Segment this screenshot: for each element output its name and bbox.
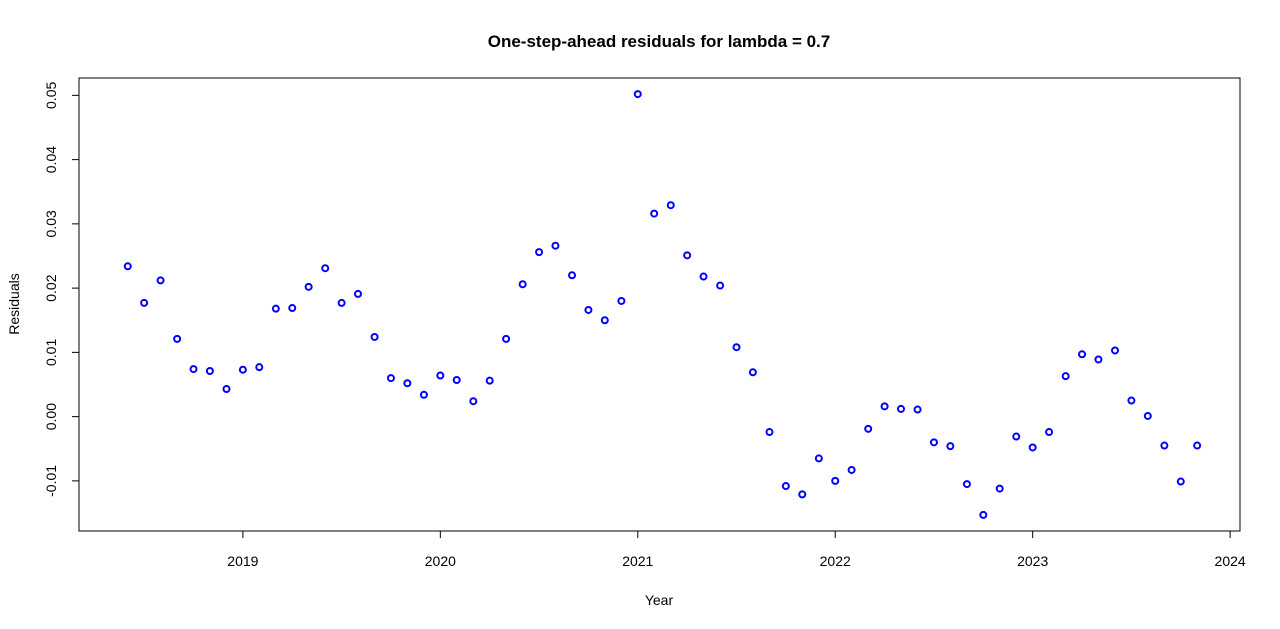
data-point — [831, 476, 840, 485]
data-point — [370, 332, 379, 341]
data-point — [929, 438, 938, 447]
data-point — [683, 251, 692, 260]
data-point — [502, 334, 511, 343]
data-point — [222, 384, 231, 393]
data-point — [353, 289, 362, 298]
data-point — [1176, 477, 1185, 486]
data-point — [271, 304, 280, 313]
data-point — [650, 209, 659, 218]
data-point — [864, 424, 873, 433]
y-axis-label: Residuals — [6, 273, 22, 334]
chart-title: One-step-ahead residuals for lambda = 0.… — [488, 32, 830, 51]
data-point — [979, 510, 988, 519]
data-point — [798, 490, 807, 499]
data-point — [781, 482, 790, 491]
x-tick-label: 2023 — [1017, 553, 1048, 569]
data-point — [600, 316, 609, 325]
data-point — [436, 371, 445, 380]
y-axis: -0.01 0.00 0.01 0.02 0.03 0.04 0.05 — [43, 82, 80, 497]
data-point — [1111, 346, 1120, 355]
data-point — [1143, 411, 1152, 420]
data-point — [732, 343, 741, 352]
data-point — [485, 376, 494, 385]
data-point — [995, 484, 1004, 493]
data-point — [189, 365, 198, 374]
data-point — [1127, 396, 1136, 405]
data-point — [386, 374, 395, 383]
y-tick-label: 0.05 — [43, 82, 59, 109]
data-point — [173, 334, 182, 343]
data-point — [518, 280, 527, 289]
x-axis-label: Year — [645, 592, 674, 608]
data-point — [469, 397, 478, 406]
data-point — [633, 90, 642, 99]
x-tick-label: 2021 — [622, 553, 653, 569]
data-point — [535, 248, 544, 257]
data-point — [321, 264, 330, 273]
data-point — [880, 402, 889, 411]
data-point — [255, 363, 264, 372]
data-point — [452, 376, 461, 384]
data-point — [238, 365, 247, 374]
data-point — [205, 367, 214, 376]
data-point — [568, 271, 577, 280]
data-point — [896, 404, 905, 413]
data-point — [419, 390, 428, 399]
data-point — [1078, 350, 1087, 359]
data-point — [814, 454, 823, 463]
data-point — [304, 282, 313, 291]
data-point — [847, 465, 856, 474]
data-point — [288, 304, 297, 313]
data-point — [699, 272, 708, 281]
data-point — [913, 405, 922, 414]
x-axis: 2019 2020 2021 2022 2023 2024 — [227, 530, 1246, 569]
data-point — [716, 281, 725, 290]
y-tick-label: 0.00 — [43, 403, 59, 430]
data-point — [551, 241, 560, 250]
data-point — [123, 262, 132, 271]
y-tick-label: -0.01 — [43, 465, 59, 497]
y-tick-label: 0.02 — [43, 274, 59, 301]
data-point — [403, 379, 412, 388]
data-point — [1028, 443, 1037, 452]
data-point — [1094, 355, 1103, 364]
x-tick-label: 2022 — [820, 553, 851, 569]
y-tick-label: 0.03 — [43, 210, 59, 237]
data-point — [1045, 428, 1054, 437]
data-point — [140, 298, 149, 307]
data-points — [123, 90, 1202, 519]
y-tick-label: 0.01 — [43, 339, 59, 366]
data-point — [1160, 441, 1169, 450]
data-point — [1012, 432, 1021, 441]
data-point — [946, 442, 955, 451]
data-point — [584, 305, 593, 314]
y-tick-label: 0.04 — [43, 146, 59, 173]
plot-area — [78, 77, 1241, 532]
data-point — [617, 296, 626, 305]
data-point — [156, 276, 165, 285]
data-point — [765, 428, 774, 437]
data-point — [1193, 441, 1202, 450]
data-point — [748, 368, 757, 377]
data-point — [1061, 372, 1070, 381]
x-tick-label: 2020 — [425, 553, 456, 569]
x-tick-label: 2019 — [227, 553, 258, 569]
data-point — [666, 201, 675, 210]
data-point — [962, 480, 971, 489]
x-tick-label: 2024 — [1215, 553, 1246, 569]
data-point — [337, 298, 346, 307]
